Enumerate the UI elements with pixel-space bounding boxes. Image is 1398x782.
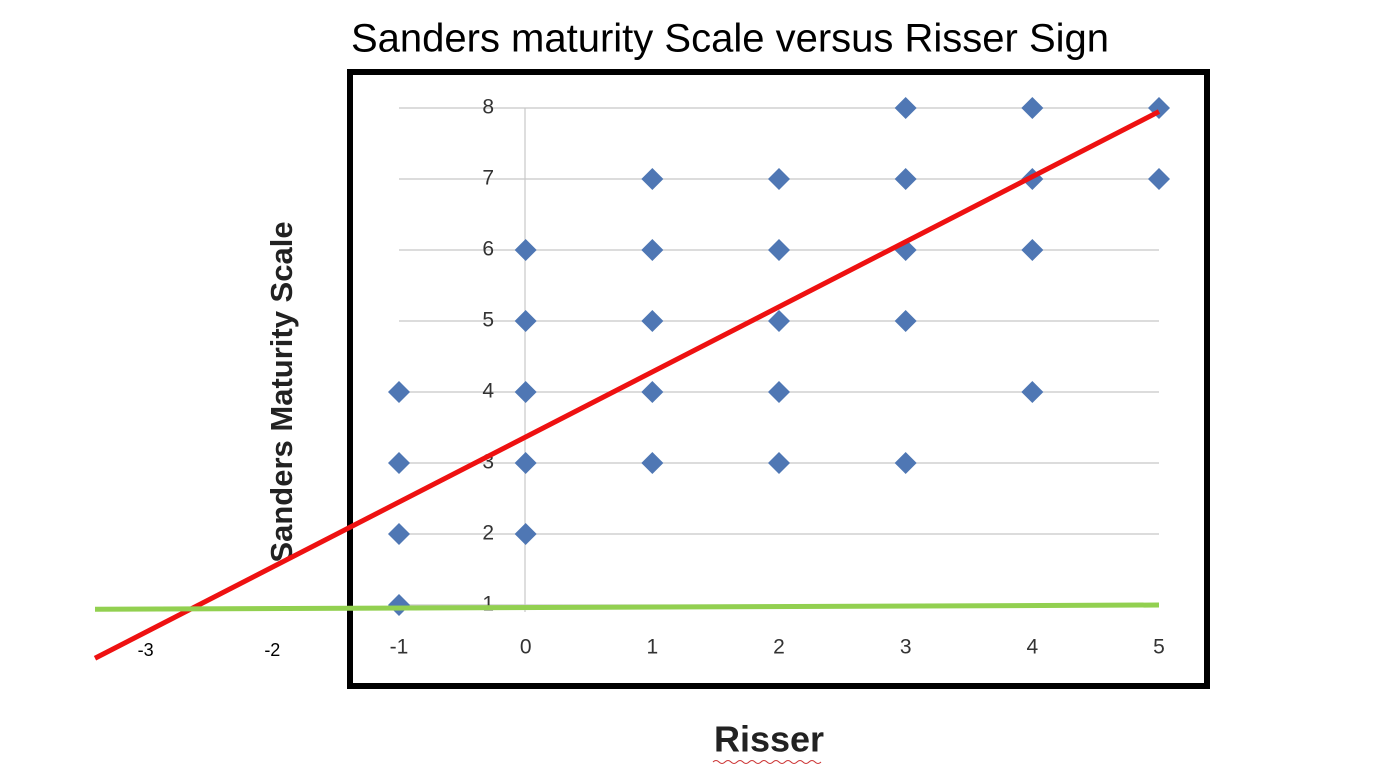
y-tick-label: 1 — [482, 593, 494, 616]
chart-title: Sanders maturity Scale versus Risser Sig… — [351, 17, 1109, 61]
y-tick-label: 6 — [482, 238, 494, 261]
data-point — [894, 452, 917, 474]
data-point — [388, 452, 410, 474]
x-axis-label: Risser — [714, 719, 824, 760]
data-point — [514, 239, 537, 261]
data-point — [388, 594, 410, 616]
data-point — [894, 310, 917, 332]
plot-frame — [347, 69, 1210, 689]
data-point — [1148, 168, 1170, 190]
spell-underline — [712, 760, 822, 764]
data-point — [768, 452, 790, 474]
extra-x-tick-label: -2 — [264, 640, 280, 660]
data-point — [768, 381, 790, 403]
data-point — [894, 97, 917, 119]
x-tick-label: 2 — [773, 636, 785, 659]
data-point — [641, 310, 664, 332]
extra-x-tick-label: -3 — [138, 640, 154, 660]
x-tick-label: -1 — [390, 636, 409, 659]
trend-line — [94, 602, 1160, 612]
data-point — [514, 310, 537, 332]
data-point — [641, 452, 664, 474]
y-tick-label: 8 — [482, 96, 494, 119]
x-tick-label: 3 — [900, 636, 912, 659]
data-point — [1021, 381, 1044, 403]
data-point — [641, 168, 664, 190]
data-point — [388, 523, 410, 545]
y-tick-label: 4 — [482, 380, 494, 403]
x-tick-label: 5 — [1153, 636, 1165, 659]
y-tick-label: 2 — [482, 522, 494, 545]
trend-line — [93, 109, 1161, 661]
data-point — [894, 168, 917, 190]
data-point — [514, 381, 537, 403]
y-tick-label: 5 — [482, 309, 494, 332]
x-tick-label: 0 — [520, 636, 532, 659]
data-point — [641, 381, 664, 403]
data-point — [641, 239, 664, 261]
y-tick-label: 7 — [482, 167, 494, 190]
y-axis-label: Sanders Maturity Scale — [264, 221, 299, 562]
data-point — [388, 381, 410, 403]
data-point — [768, 239, 790, 261]
x-tick-label: 4 — [1026, 636, 1038, 659]
data-point — [768, 310, 790, 332]
x-tick-label: 1 — [646, 636, 658, 659]
data-point — [1021, 97, 1044, 119]
data-point — [514, 452, 537, 474]
y-tick-label: 3 — [482, 451, 494, 474]
data-point — [1021, 239, 1044, 261]
data-point — [768, 168, 790, 190]
data-point — [514, 523, 537, 545]
